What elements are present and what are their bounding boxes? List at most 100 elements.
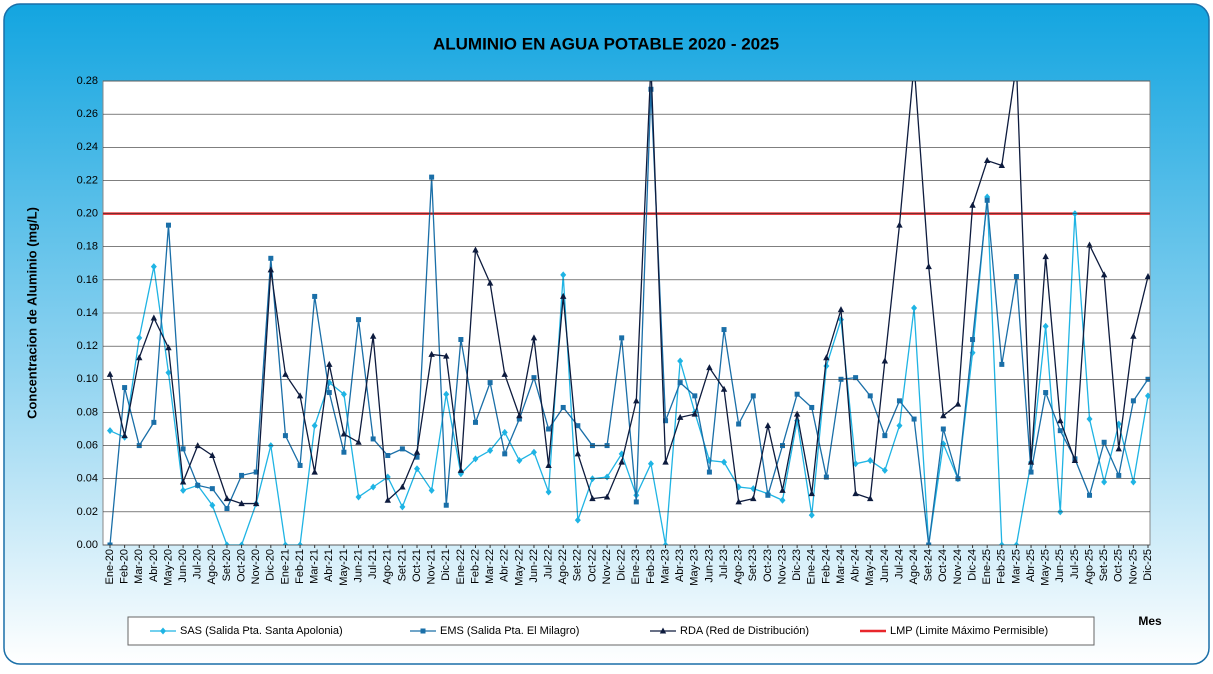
marker: [399, 503, 406, 511]
marker: [1013, 541, 1020, 545]
marker: [662, 541, 669, 545]
marker: [823, 354, 830, 361]
marker: [882, 433, 888, 439]
x-tick-label: Jul-23: [718, 549, 730, 579]
marker: [428, 350, 435, 357]
x-tick-label: Set-25: [1098, 549, 1110, 581]
marker: [282, 433, 288, 439]
marker: [1101, 478, 1108, 486]
marker: [648, 86, 654, 92]
marker: [676, 413, 684, 420]
x-tick-label: Dic-20: [265, 549, 277, 581]
marker: [1086, 241, 1093, 248]
marker: [107, 427, 113, 435]
marker: [808, 511, 815, 519]
y-tick-label: 0.02: [77, 506, 98, 518]
x-tick-label: Mar-25: [1010, 549, 1022, 584]
marker: [721, 458, 728, 466]
marker: [662, 458, 669, 465]
marker: [296, 392, 304, 399]
x-tick-label: Set-24: [923, 549, 935, 581]
x-tick-label: Feb-23: [645, 549, 657, 584]
x-tick-label: May-20: [162, 549, 174, 586]
legend-label: RDA (Red de Distribución): [680, 625, 809, 637]
x-tick-label: Jul-24: [893, 549, 905, 579]
x-tick-label: Ene-25: [981, 549, 993, 584]
legend-label: EMS (Salida Pta. El Milagro): [440, 625, 579, 637]
x-tick-label: Abr-24: [850, 549, 862, 582]
marker: [516, 456, 523, 464]
marker: [867, 456, 874, 464]
marker: [107, 542, 113, 545]
y-tick-label: 0.26: [77, 108, 98, 120]
marker: [472, 419, 478, 425]
marker: [823, 474, 829, 480]
marker: [195, 482, 201, 488]
chart-title: ALUMINIO EN AGUA POTABLE 2020 - 2025: [433, 34, 779, 53]
marker: [487, 380, 493, 386]
marker: [852, 460, 859, 468]
x-tick-label: Dic-22: [616, 549, 628, 581]
marker: [1043, 390, 1049, 396]
x-tick-label: Jul-21: [367, 549, 379, 579]
marker: [399, 446, 405, 452]
marker: [239, 472, 245, 478]
marker: [1057, 417, 1064, 424]
marker: [194, 442, 201, 449]
marker: [589, 495, 596, 502]
legend: [127, 616, 1095, 646]
x-tick-label: Ene-21: [279, 549, 291, 584]
marker: [165, 344, 172, 351]
marker: [560, 292, 567, 299]
x-tick-label: Jun-22: [528, 549, 540, 583]
legend-label: SAS (Salida Pta. Santa Apolonia): [180, 625, 343, 637]
marker: [414, 465, 421, 473]
marker: [385, 453, 391, 459]
marker: [1130, 478, 1137, 486]
x-tick-label: Abr-23: [674, 549, 686, 582]
x-tick-label: May-23: [689, 549, 701, 586]
marker: [677, 357, 684, 365]
marker: [501, 370, 508, 377]
marker: [458, 337, 464, 343]
marker: [209, 486, 215, 492]
x-tick-label: Abr-21: [323, 549, 335, 582]
marker: [1145, 392, 1150, 400]
marker: [1027, 458, 1035, 465]
x-tick-label: Dic-23: [791, 549, 803, 581]
marker: [253, 469, 259, 475]
marker: [1115, 445, 1122, 452]
marker: [282, 541, 289, 545]
x-tick-label: Oct-21: [411, 549, 423, 582]
y-tick-label: 0.24: [77, 141, 98, 153]
y-tick-label: 0.18: [77, 241, 98, 253]
marker: [560, 404, 566, 410]
marker: [736, 421, 742, 427]
marker: [297, 541, 304, 545]
marker: [984, 197, 990, 203]
marker: [268, 255, 274, 261]
marker: [765, 492, 771, 498]
marker: [545, 488, 552, 496]
marker: [312, 293, 318, 299]
marker: [160, 627, 166, 635]
marker: [837, 306, 845, 313]
x-tick-label: Nov-20: [250, 549, 262, 584]
x-tick-label: Jun-21: [352, 549, 364, 583]
marker: [970, 337, 976, 343]
y-tick-label: 0.16: [77, 274, 98, 286]
marker: [369, 332, 377, 339]
marker: [1042, 253, 1049, 260]
marker: [940, 426, 946, 432]
marker: [999, 361, 1005, 367]
marker: [779, 496, 786, 504]
x-tick-label: Mar-22: [484, 549, 496, 584]
y-tick-label: 0.06: [77, 439, 98, 451]
x-tick-label: Oct-20: [235, 549, 247, 582]
marker: [618, 458, 625, 465]
marker: [706, 364, 713, 371]
x-tick-label: Nov-21: [426, 549, 438, 584]
marker: [165, 369, 172, 377]
x-tick-label: Ene-23: [630, 549, 642, 584]
y-tick-label: 0.14: [77, 307, 98, 319]
